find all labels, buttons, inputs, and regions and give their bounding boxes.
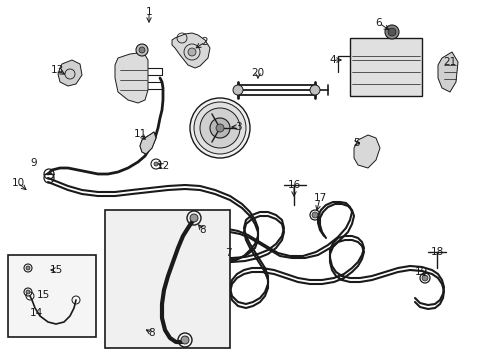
Text: 16: 16 <box>287 180 300 190</box>
Text: 21: 21 <box>443 57 456 67</box>
Circle shape <box>384 25 398 39</box>
Circle shape <box>154 162 158 166</box>
Text: 15: 15 <box>36 290 49 300</box>
Circle shape <box>200 108 240 148</box>
Circle shape <box>26 266 30 270</box>
Circle shape <box>187 48 196 56</box>
Text: 9: 9 <box>31 158 37 168</box>
Polygon shape <box>115 53 148 103</box>
Text: 8: 8 <box>199 225 206 235</box>
Text: 15: 15 <box>49 265 62 275</box>
Polygon shape <box>437 52 457 92</box>
Text: 19: 19 <box>413 267 427 277</box>
Circle shape <box>387 28 395 36</box>
Circle shape <box>311 212 317 218</box>
Polygon shape <box>58 60 82 86</box>
Text: 17: 17 <box>313 193 326 203</box>
Text: 8: 8 <box>148 328 155 338</box>
Bar <box>8 255 96 337</box>
Text: 7: 7 <box>224 248 231 258</box>
Text: 2: 2 <box>201 37 208 47</box>
Text: 10: 10 <box>11 178 24 188</box>
Circle shape <box>139 47 145 53</box>
Text: 13: 13 <box>50 65 63 75</box>
Text: 1: 1 <box>145 7 152 17</box>
Circle shape <box>190 98 249 158</box>
Text: 4: 4 <box>329 55 336 65</box>
Bar <box>349 38 421 96</box>
Text: 14: 14 <box>29 308 42 318</box>
Circle shape <box>190 214 198 222</box>
Circle shape <box>194 102 245 154</box>
Text: 3: 3 <box>234 122 241 132</box>
Circle shape <box>232 85 243 95</box>
Polygon shape <box>353 135 379 168</box>
Circle shape <box>309 85 319 95</box>
Circle shape <box>209 118 229 138</box>
Text: 20: 20 <box>251 68 264 78</box>
Circle shape <box>216 124 224 132</box>
Text: 5: 5 <box>352 138 359 148</box>
Circle shape <box>421 275 427 281</box>
Polygon shape <box>140 132 156 154</box>
Circle shape <box>26 290 30 294</box>
Circle shape <box>136 44 148 56</box>
Text: 11: 11 <box>133 129 146 139</box>
Text: 12: 12 <box>156 161 169 171</box>
Polygon shape <box>172 33 209 68</box>
Text: 6: 6 <box>375 18 382 28</box>
Text: 18: 18 <box>429 247 443 257</box>
Bar <box>105 210 229 348</box>
Circle shape <box>181 336 189 344</box>
